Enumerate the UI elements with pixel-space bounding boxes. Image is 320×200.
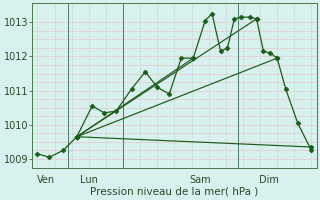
X-axis label: Pression niveau de la mer( hPa ): Pression niveau de la mer( hPa ) [90,187,259,197]
